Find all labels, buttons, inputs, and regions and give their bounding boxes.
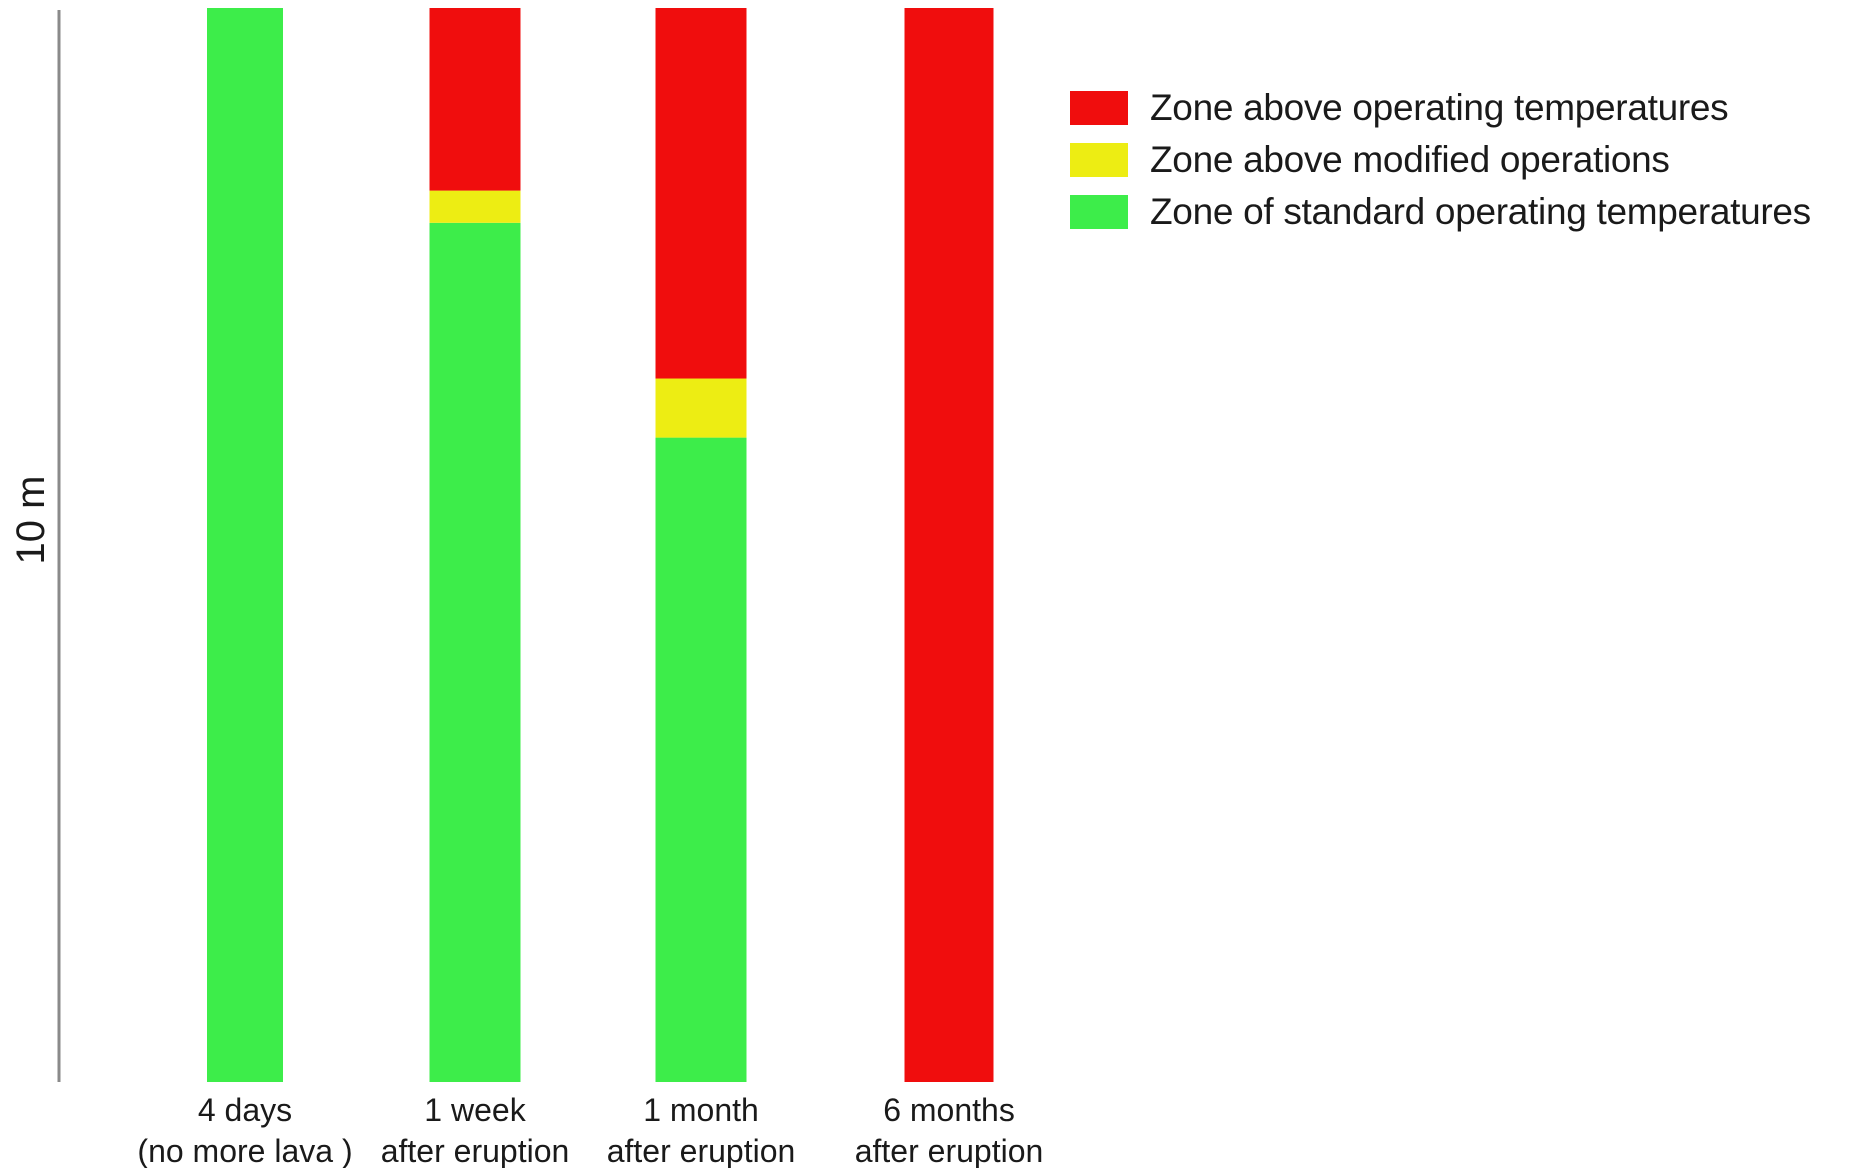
x-tick-label-4-line-1: 6 months: [883, 1092, 1015, 1128]
x-tick-label-3-line-1: 1 month: [643, 1092, 759, 1128]
y-axis-label: 10 m: [9, 476, 53, 565]
x-tick-label-4-line-2: after eruption: [855, 1133, 1044, 1168]
legend-swatch-3: [1070, 91, 1128, 125]
legend-swatch-1: [1070, 195, 1128, 229]
legend-label-1: Zone of standard operating temperatures: [1150, 191, 1811, 232]
legend-item-3: Zone above operating temperatures: [1070, 82, 1811, 134]
bar-segment-2-series-2: [429, 190, 521, 223]
x-tick-label-1-line-2: (no more lava ): [137, 1133, 352, 1168]
legend-swatch-2: [1070, 143, 1128, 177]
legend: Zone above operating temperatures Zone ab…: [1070, 82, 1811, 238]
legend-label-3: Zone above operating temperatures: [1150, 87, 1729, 128]
bar-segment-3-series-3: [655, 8, 747, 379]
x-tick-label-3-line-2: after eruption: [607, 1133, 796, 1168]
bars-group: [207, 8, 994, 1083]
legend-label-2: Zone above modified operations: [1150, 139, 1670, 180]
bar-segment-4-series-3: [904, 8, 994, 1082]
bar-segment-2-series-1: [429, 222, 521, 1083]
bar-segment-3-series-1: [655, 437, 747, 1083]
x-tick-labels: 4 days (no more lava ) 1 week after eruptio…: [137, 1092, 1043, 1168]
legend-item-1: Zone of standard operating temperatures: [1070, 186, 1811, 238]
bar-segment-2-series-3: [429, 8, 521, 191]
legend-item-2: Zone above modified operations: [1070, 134, 1811, 186]
x-tick-label-2-line-1: 1 week: [424, 1092, 526, 1128]
x-tick-label-2-line-2: after eruption: [381, 1133, 570, 1168]
bar-segment-3-series-2: [655, 378, 747, 438]
bar-segment-1-series-1: [207, 8, 283, 1082]
x-tick-label-1-line-1: 4 days: [198, 1092, 292, 1128]
